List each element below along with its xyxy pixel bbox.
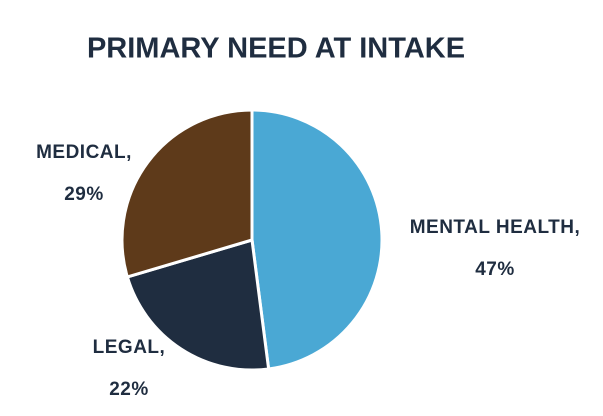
slice-value-label: 22%: [109, 379, 149, 400]
slice-label: MEDICAL,: [36, 142, 132, 163]
pie-slice: [125, 238, 271, 372]
pie-slice: [250, 108, 384, 371]
chart-title: PRIMARY NEED AT INTAKE: [87, 33, 465, 65]
pie-slice: [120, 108, 254, 279]
slice-value-label: 47%: [475, 259, 515, 280]
slice-label: LEGAL,: [93, 337, 166, 358]
slice-label: MENTAL HEALTH,: [410, 217, 581, 238]
slice-value-label: 29%: [64, 184, 104, 205]
